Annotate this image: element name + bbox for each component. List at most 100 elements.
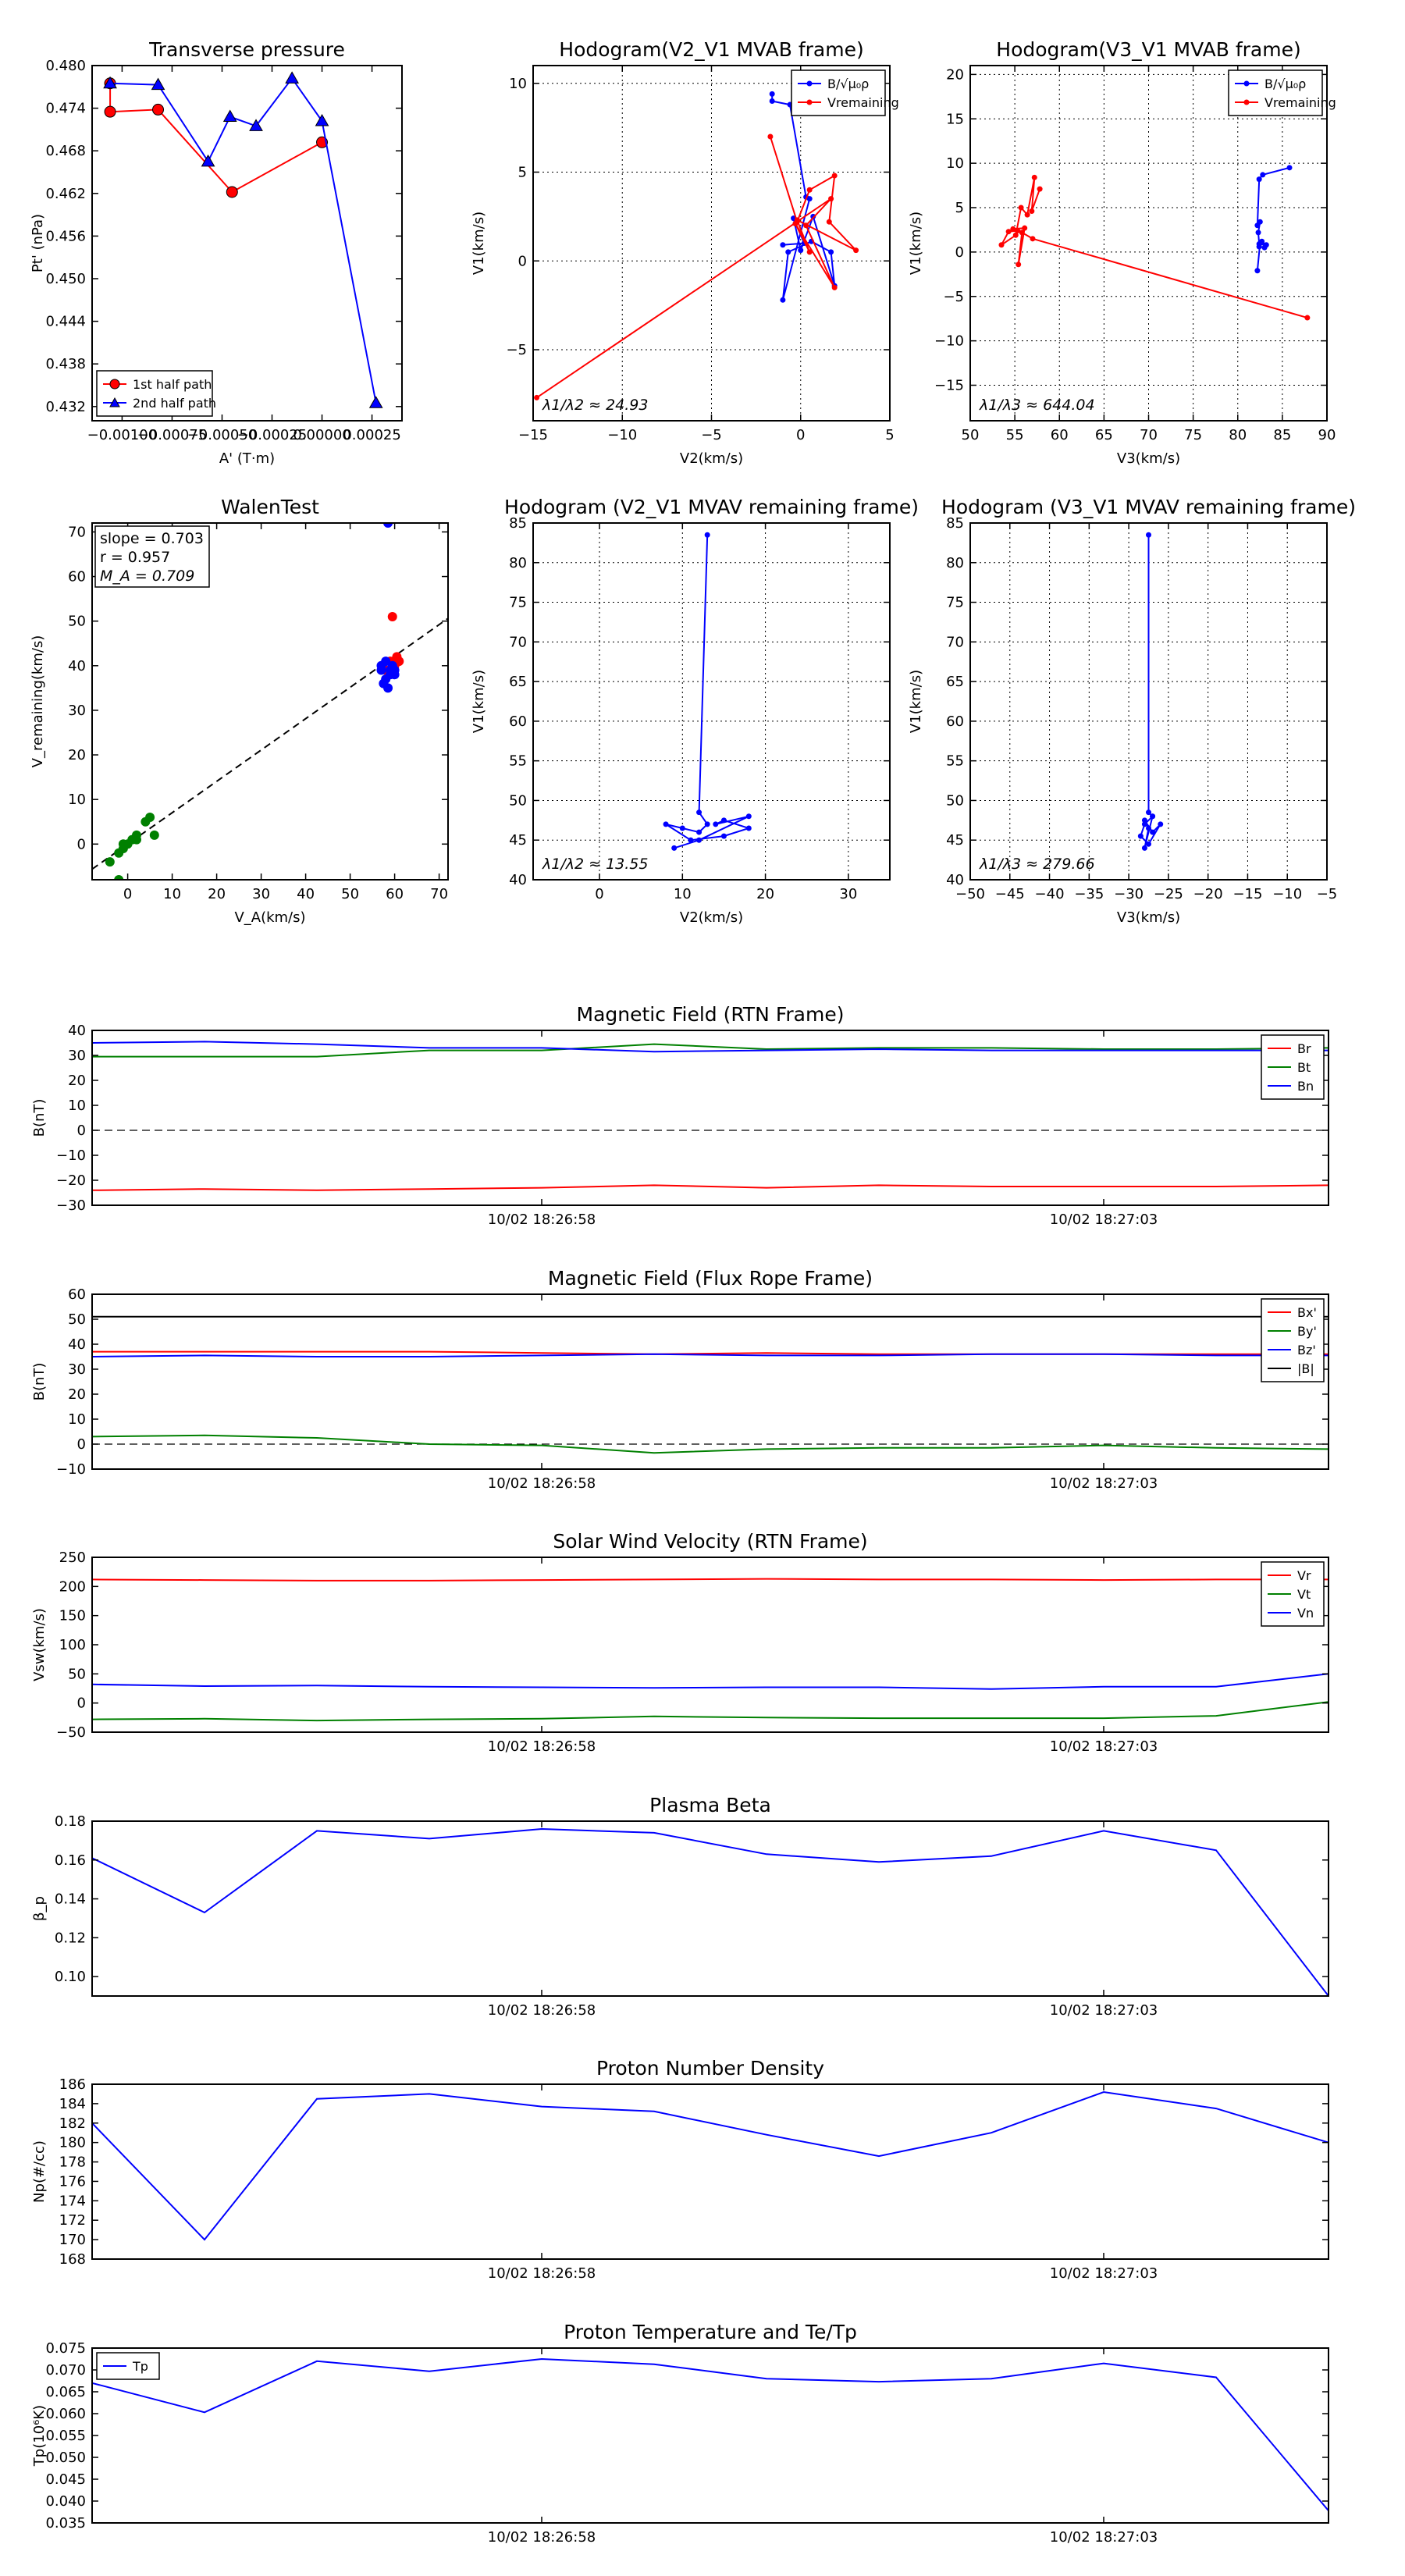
y-tick-label: 30 [68,703,86,719]
y-tick-label: −10 [56,1461,86,1478]
data-point [1137,833,1144,839]
x-tick-label: −0.00025 [237,427,308,443]
eigenvalue-ratio: λ1/λ3 ≈ 644.04 [979,397,1095,414]
y-tick-label: 50 [509,792,527,809]
data-point [780,242,786,248]
plot-frame [969,522,1328,881]
data-point [745,813,752,820]
data-point [998,242,1005,248]
legend-label: B/√μ₀ρ [1264,76,1306,91]
y-tick-label: 40 [68,1336,86,1353]
y-tick-label: 60 [68,569,86,585]
data-point [696,809,702,816]
x-tick-label: 60 [386,886,404,902]
data-point [663,821,669,827]
series-line-Np [92,2090,1329,2241]
data-point [1146,532,1151,538]
legend-box [1261,1561,1325,1627]
data-point [720,817,727,824]
y-tick-label: 50 [68,1666,86,1682]
series-line-1sthalfpath [109,83,322,194]
data-point [385,670,395,680]
x-tick-label: −40 [1035,886,1065,902]
legend-label: Br [1297,1041,1311,1056]
plot-frame [532,65,891,422]
legend-label: Vn [1297,1606,1314,1621]
legend-label: Bt [1297,1060,1311,1075]
y-tick-label: 75 [946,595,964,611]
plasma-beta-panel: 10/02 18:26:58 10/02 18:27:03 0.10 0.12 0.14… [31,1794,1329,2019]
eigenvalue-ratio: λ1/λ2 ≈ 13.55 [542,856,648,873]
y-tick-label: 250 [59,1550,86,1566]
data-point [381,656,391,667]
y-tick-label: 40 [946,872,964,888]
y-tick-label: 50 [68,614,86,630]
x-tick-label: 10/02 18:27:03 [1050,2002,1158,2019]
data-point [1150,829,1156,835]
x-tick-label: 20 [756,886,774,902]
y-tick-label: 0.075 [45,2340,86,2357]
x-tick-label: −45 [995,886,1025,902]
y-tick-label: 10 [68,1411,86,1428]
y-tick-label: 30 [68,1361,86,1378]
y-tick-label: −30 [56,1197,86,1214]
stats-slope: slope = 0.703 [100,530,204,547]
data-point [1261,244,1268,251]
legend-marker [1243,80,1250,87]
data-point [1260,172,1266,178]
x-axis-label: V2(km/s) [680,450,743,467]
chart-title: Hodogram(V3_V1 MVAB frame) [996,38,1300,61]
legend-label: Vr [1297,1568,1311,1583]
chart-title: Hodogram (V3_V1 MVAV remaining frame) [941,496,1356,518]
y-tick-label: 55 [509,753,527,770]
x-tick-label: 70 [430,886,448,902]
x-tick-label: 20 [208,886,226,902]
y-tick-label: 172 [59,2212,86,2229]
y-tick-label: 70 [946,634,964,650]
x-tick-label: 30 [252,886,270,902]
series-line-beta [92,1827,1329,1996]
y-tick-label: 0 [77,1436,86,1453]
y-tick-label: 70 [509,634,527,650]
y-tick-label: 0.035 [45,2515,86,2532]
x-tick-label: 0.00000 [293,427,350,443]
y-tick-label: 0.444 [45,314,86,330]
x-tick-label: 10/02 18:27:03 [1050,1475,1158,1492]
transverse-pressure-panel: −0.00100−0.00075−0.00050−0.000250.000000… [30,38,403,467]
data-point [1031,174,1037,180]
data-point [826,219,832,225]
y-tick-label: 10 [509,76,527,92]
y-tick-label: 20 [946,66,964,83]
chart-title: WalenTest [221,496,319,518]
data-point [1018,205,1024,211]
y-tick-label: 178 [59,2154,86,2171]
y-tick-label: 200 [59,1578,86,1595]
x-tick-label: −5 [1317,886,1338,902]
x-tick-label: 0.00025 [343,427,400,443]
plot-frame [91,1293,1329,1470]
data-point [688,837,694,843]
y-tick-label: 0.474 [45,101,86,117]
y-tick-label: 10 [68,792,86,808]
fit-line [92,617,448,870]
data-point [1256,176,1262,183]
y-tick-label: 170 [59,2232,86,2248]
stats-box [94,525,210,588]
x-tick-label: 10/02 18:27:03 [1050,1738,1158,1755]
y-tick-label: 5 [518,165,527,181]
series-line-Vt [92,1701,1329,1722]
data-point [1012,232,1019,238]
y-tick-label: 50 [946,792,964,809]
series-line-Vremaining [536,136,857,399]
y-tick-label: 168 [59,2251,86,2268]
data-point [392,652,402,662]
y-tick-label: 0.16 [55,1852,86,1869]
legend-marker [806,80,813,87]
legend-label: Tp [132,2359,148,2374]
legend-label: Bn [1297,1079,1314,1094]
series-line-Vr [92,1578,1329,1582]
legend-marker [806,99,813,105]
plot-frame [532,522,891,881]
data-point [798,247,804,254]
data-point [149,830,159,840]
